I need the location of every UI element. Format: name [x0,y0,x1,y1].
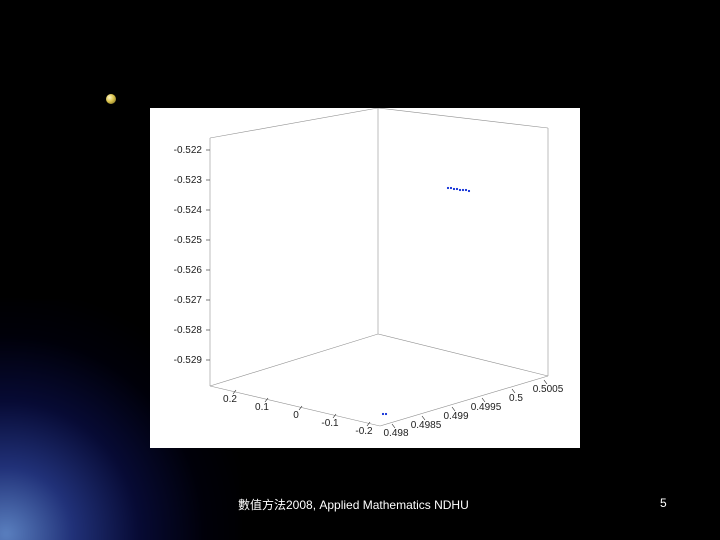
data-point [385,413,387,415]
axis-tick-label: -0.525 [174,235,203,246]
data-point [465,189,467,191]
page-number: 5 [660,496,667,510]
axis-tick-label: 0.5005 [533,384,564,395]
axis-tick-label: 0.498 [383,428,408,439]
axis-tick-label: 0.5 [509,393,523,404]
axis-tick-label: 0.4985 [411,420,442,431]
axis-tick [299,406,302,410]
data-point [468,190,470,192]
box-edge [378,108,548,128]
axes-3d-box: -0.522 -0.523 -0.524 -0.525 -0.526 -0.527 -0.5… [150,108,580,448]
box-edge [378,334,548,376]
axis-tick-label: -0.526 [174,265,203,276]
axis-tick-label: -0.522 [174,145,203,156]
data-point [382,413,384,415]
data-point [459,189,461,191]
axis-tick-label: -0.527 [174,295,203,306]
axis-tick-label: 0 [293,410,299,421]
data-point [447,187,449,189]
data-point [453,188,455,190]
axis-tick-label: -0.523 [174,175,203,186]
data-point [462,189,464,191]
slide-root: -0.522 -0.523 -0.524 -0.525 -0.526 -0.527 -0.5… [0,0,720,540]
box-edge [210,334,378,386]
axis-tick-label: 0.1 [255,402,269,413]
axis-tick-label: -0.528 [174,325,203,336]
footer-text: 數值方法2008, Applied Mathematics NDHU [238,496,469,513]
axis-tick-label: 0.499 [443,411,468,422]
axis-tick-label: -0.529 [174,355,203,366]
data-point [450,187,452,189]
axis-tick-label: 0.4995 [471,402,502,413]
axis-tick-label: -0.524 [174,205,203,216]
data-point [456,188,458,190]
bullet-dot-icon [106,94,116,104]
axis-tick-label: -0.2 [355,426,373,437]
figure-panel: -0.522 -0.523 -0.524 -0.525 -0.526 -0.527 -0.5… [150,108,580,448]
axis-tick-label: 0.2 [223,394,237,405]
axis-tick-label: -0.1 [321,418,339,429]
box-edge [210,108,378,138]
